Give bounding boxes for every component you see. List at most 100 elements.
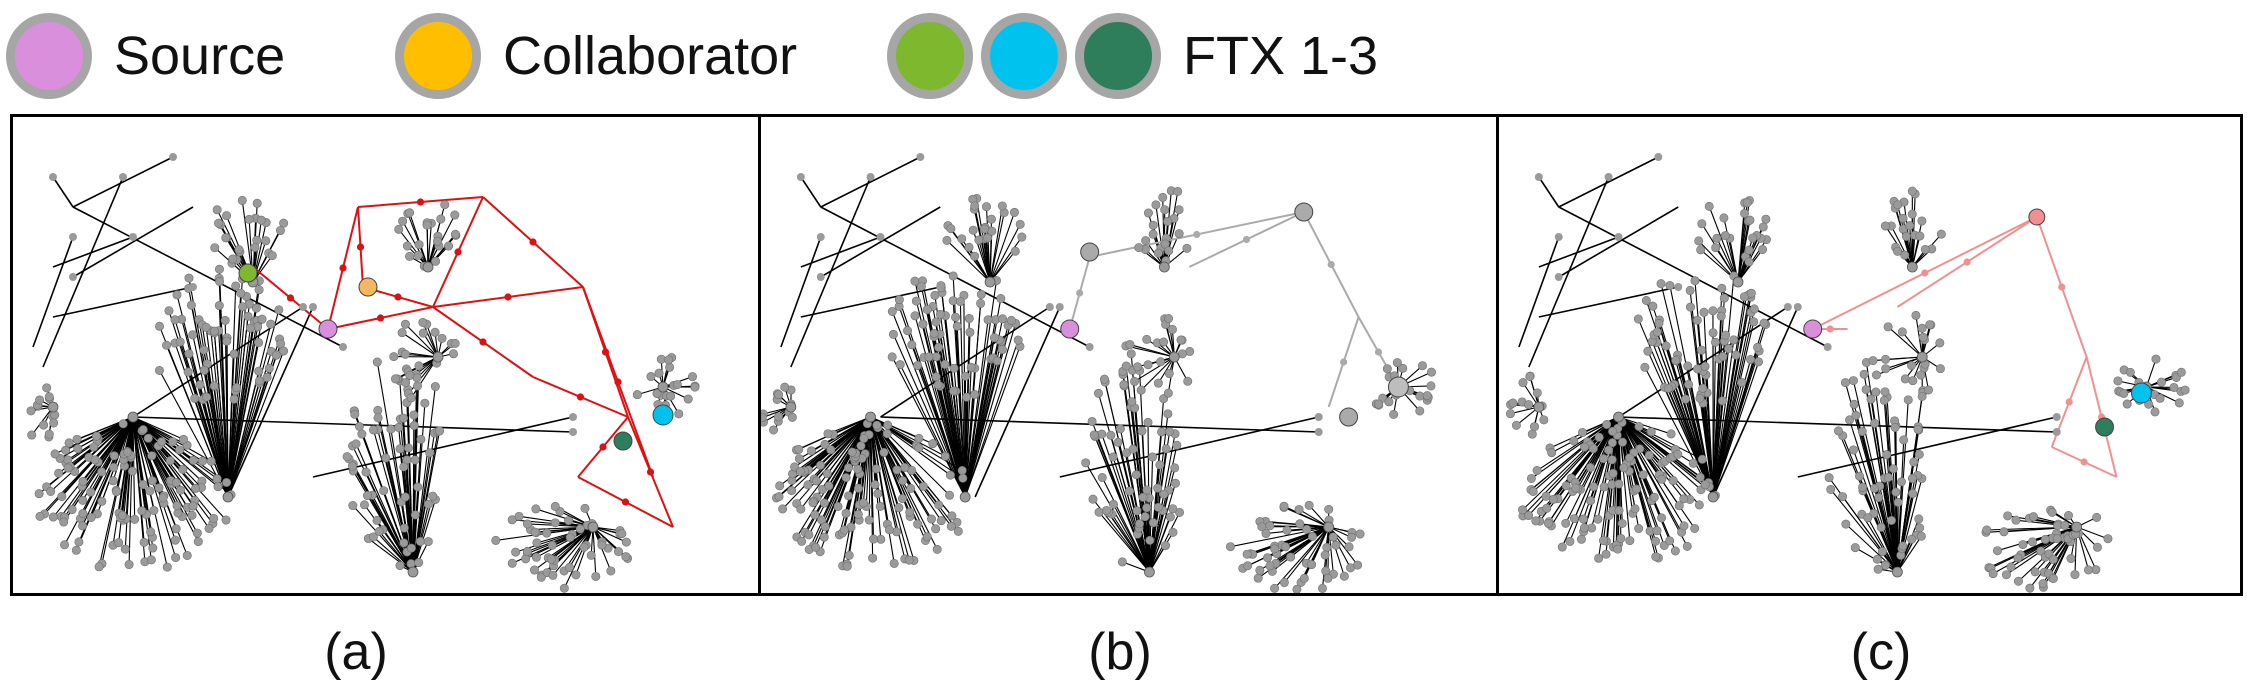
path-node — [529, 238, 537, 246]
edge — [1163, 190, 1172, 268]
node — [232, 383, 242, 393]
node — [1160, 205, 1170, 215]
node — [916, 153, 925, 161]
node — [395, 444, 405, 454]
edge — [1558, 206, 1679, 278]
node — [796, 173, 805, 181]
node — [1876, 522, 1886, 532]
node — [1543, 518, 1553, 528]
edge — [880, 416, 1319, 433]
edge — [1148, 456, 1154, 573]
node — [872, 420, 882, 430]
node — [1585, 463, 1595, 473]
node — [1565, 536, 1575, 546]
node — [914, 433, 924, 443]
node — [234, 245, 244, 255]
path-node — [599, 443, 607, 451]
node — [1855, 471, 1865, 481]
panel-c — [1496, 117, 2240, 593]
node — [1557, 542, 1567, 552]
node — [1151, 200, 1161, 210]
ftx2-node — [1387, 376, 1409, 398]
edge — [52, 286, 194, 318]
edge — [224, 320, 229, 498]
node — [1890, 422, 1900, 432]
node — [1999, 527, 2009, 537]
node — [127, 466, 137, 476]
node — [932, 544, 942, 554]
node — [1528, 486, 1538, 496]
node — [1170, 478, 1180, 488]
node — [243, 311, 253, 321]
hub-node — [865, 411, 876, 423]
ftx1-node — [1294, 202, 1314, 222]
node — [1633, 314, 1643, 324]
node — [1554, 233, 1563, 241]
node — [48, 512, 58, 522]
node — [1009, 207, 1019, 217]
node — [1914, 514, 1924, 524]
node — [1121, 361, 1131, 371]
edge — [1618, 416, 1706, 486]
node — [414, 558, 424, 568]
node — [1115, 424, 1125, 434]
node — [418, 317, 428, 327]
node — [1908, 489, 1918, 499]
node — [1696, 345, 1706, 355]
node — [2157, 377, 2166, 387]
node — [1165, 427, 1174, 437]
node — [1163, 388, 1173, 398]
node — [894, 295, 904, 305]
node — [1900, 374, 1910, 384]
node — [1871, 387, 1881, 397]
node — [2003, 511, 2013, 521]
edge — [1298, 508, 1329, 528]
node — [440, 200, 450, 210]
hub-node — [1533, 401, 1545, 413]
edge — [32, 236, 74, 348]
node — [2025, 583, 2035, 593]
node — [1176, 335, 1186, 345]
node — [888, 329, 898, 339]
node — [1925, 320, 1935, 330]
edge — [800, 176, 822, 208]
node — [1693, 364, 1702, 374]
node — [63, 463, 73, 473]
node — [193, 537, 203, 547]
edge — [1861, 514, 1898, 573]
node — [918, 319, 928, 329]
edge — [213, 331, 229, 498]
node — [1901, 231, 1911, 241]
edge — [550, 526, 594, 560]
node — [1108, 452, 1118, 462]
node — [803, 480, 813, 490]
node — [405, 251, 415, 261]
node — [1908, 376, 1918, 386]
node — [369, 425, 379, 435]
node — [1654, 153, 1663, 161]
edge — [1106, 510, 1150, 573]
node — [1699, 307, 1709, 317]
node — [138, 480, 148, 490]
edge — [377, 417, 414, 573]
node — [1729, 335, 1739, 345]
node — [202, 392, 212, 402]
node — [34, 489, 44, 499]
node — [1099, 374, 1109, 384]
node — [1740, 208, 1750, 218]
edge — [1558, 156, 1659, 208]
node — [395, 561, 405, 571]
node — [60, 540, 70, 550]
node — [1594, 553, 1604, 563]
node — [2092, 542, 2102, 552]
node — [199, 365, 209, 375]
node — [400, 319, 410, 329]
hub-node — [422, 261, 434, 273]
edge — [964, 323, 1017, 498]
edge — [1155, 204, 1165, 268]
node — [1869, 483, 1879, 493]
node — [1138, 492, 1148, 502]
node — [1866, 394, 1876, 404]
path-node — [376, 314, 385, 322]
node — [175, 337, 185, 347]
